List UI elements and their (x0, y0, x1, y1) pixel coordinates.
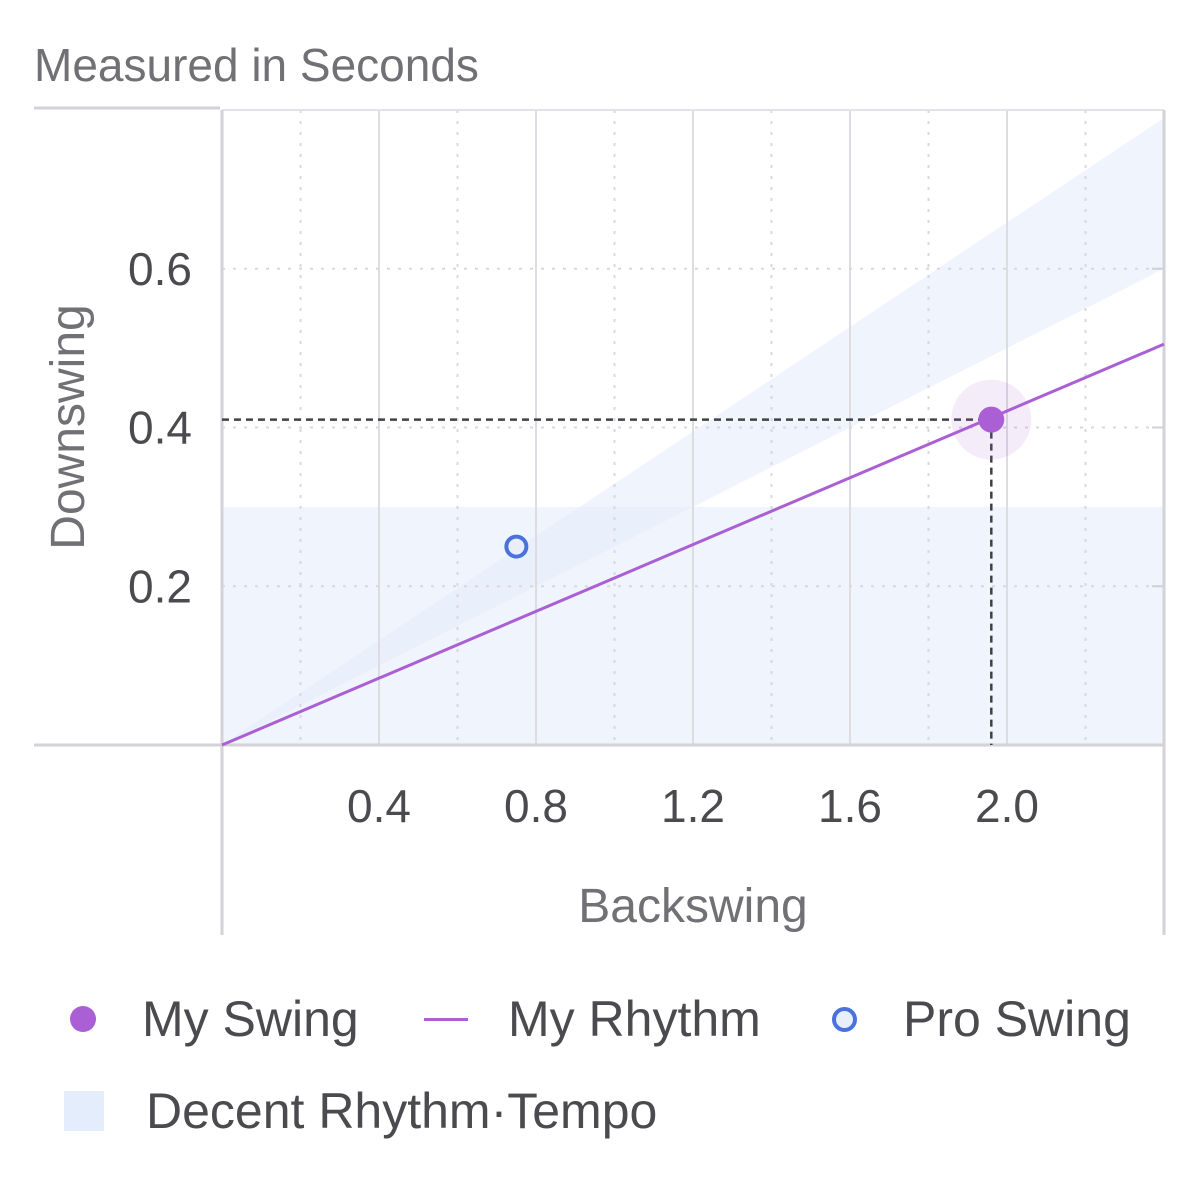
chart-legend: My Swing My Rhythm Pro Swing Decent Rhyt… (0, 990, 1200, 1190)
rhythm-tempo-chart: 0.4 0.8 1.2 1.6 2.0 0.2 0.4 0.6 Backswing Downswi… (34, 106, 1166, 935)
axes-layer (34, 106, 1166, 935)
legend-item-my-rhythm: My Rhythm (424, 990, 761, 1048)
decent-band-swatch-icon (64, 1091, 104, 1131)
x-axis-label: Backswing (578, 880, 807, 933)
grid-layer (222, 110, 1164, 745)
my-rhythm-line (221, 342, 1165, 747)
chart-subtitle: Measured in Seconds (34, 39, 479, 91)
x-tick-label: 1.6 (818, 780, 882, 832)
legend-item-my-swing: My Swing (70, 990, 359, 1048)
x-tick-label: 1.2 (661, 780, 725, 832)
pro-swing-swatch-icon (832, 1006, 857, 1032)
my-swing-swatch-icon (70, 1006, 96, 1032)
y-tick-label: 0.6 (128, 243, 192, 295)
legend-label-pro-swing: Pro Swing (903, 991, 1131, 1047)
marks-layer (221, 342, 1165, 747)
y-axis-label: Downswing (42, 304, 95, 549)
legend-item-pro-swing: Pro Swing (832, 990, 1131, 1048)
y-tick-label: 0.4 (128, 402, 192, 454)
legend-label-my-swing: My Swing (142, 991, 359, 1047)
legend-label-my-rhythm: My Rhythm (508, 991, 761, 1047)
my-rhythm-swatch-icon (424, 1017, 468, 1021)
x-tick-label: 0.4 (347, 780, 411, 832)
pro-swing-point (504, 534, 529, 559)
y-tick-label: 0.2 (128, 560, 192, 612)
my-swing-point (978, 406, 1005, 433)
labels-layer: 0.4 0.8 1.2 1.6 2.0 0.2 0.4 0.6 Backswing Downswi… (42, 243, 1039, 933)
legend-label-decent-rhythm-tempo: Decent Rhythm·Tempo (146, 1083, 658, 1139)
x-tick-label: 2.0 (975, 780, 1039, 832)
legend-item-decent-rhythm-tempo: Decent Rhythm·Tempo (64, 1082, 657, 1140)
x-tick-label: 0.8 (504, 780, 568, 832)
